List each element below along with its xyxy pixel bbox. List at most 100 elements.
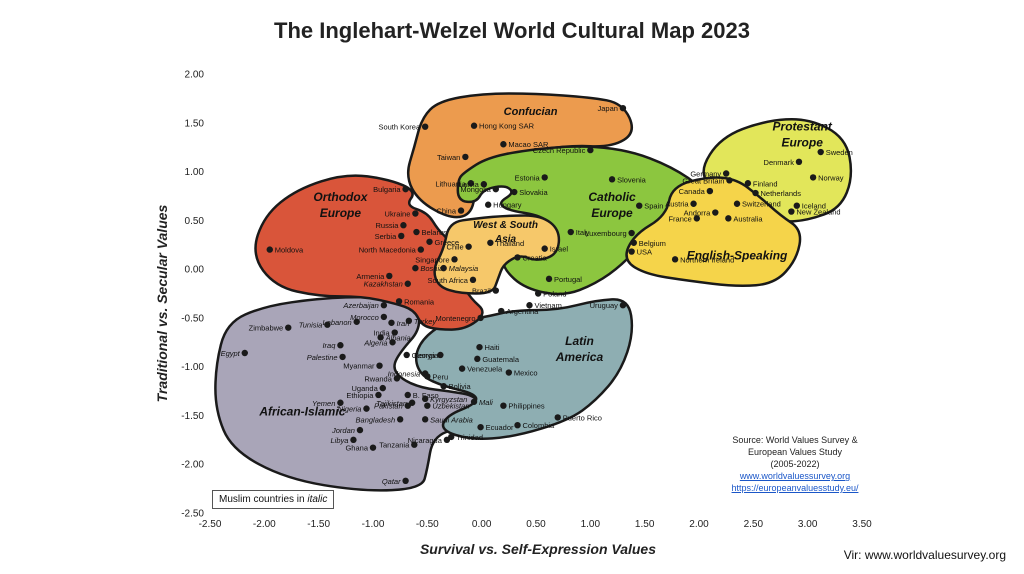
x-tick-label: 2.50 [744, 519, 764, 530]
zone-label-confucian: Confucian [504, 106, 558, 118]
data-point-usa [628, 248, 635, 255]
data-point-poland [534, 290, 542, 297]
point-label: Ecuador [486, 423, 514, 432]
zone-label-protestant: Europe [782, 136, 824, 150]
point-label: Uzbekistan [432, 402, 469, 411]
point-label: Thailand [495, 239, 524, 248]
note-prefix: Muslim countries in [219, 494, 308, 505]
data-point-belgium [630, 239, 637, 246]
data-point-turkey [405, 317, 413, 325]
data-point-india [391, 329, 398, 336]
x-tick-label: 1.50 [635, 519, 655, 530]
point-label: Estonia [515, 173, 541, 182]
data-point-spain [636, 202, 643, 209]
data-point-great-britain [726, 177, 733, 184]
point-label: India [373, 329, 390, 338]
data-point-new-zealand [788, 208, 795, 215]
point-label: Great Britain [682, 176, 724, 185]
point-label: Pakistan [374, 402, 403, 411]
point-label: Belarus [421, 228, 447, 237]
data-point-denmark [795, 158, 803, 165]
point-label: Libya [331, 436, 349, 445]
point-label: Finland [753, 179, 778, 188]
point-label: Ukraine [385, 210, 411, 219]
x-tick-label: -0.50 [416, 519, 439, 530]
point-label: Turkey [414, 317, 438, 326]
data-point-south-korea [421, 123, 429, 130]
data-point-qatar [402, 477, 409, 485]
data-point-austria [690, 200, 697, 207]
zone-label-orthodox: Orthodox [313, 190, 368, 204]
data-point-norway [809, 174, 817, 181]
y-tick-label: 1.00 [185, 167, 205, 178]
data-point-iran [388, 319, 395, 326]
data-point-saudi-arabia [421, 416, 429, 423]
point-label: Kenya [414, 351, 436, 360]
x-axis-title: Survival vs. Self-Expression Values [420, 541, 656, 557]
point-label: Jordan [331, 426, 355, 435]
data-point-puerto-rico [554, 414, 561, 421]
point-label: France [668, 214, 691, 223]
point-label: Sweden [826, 148, 853, 157]
data-point-croatia [514, 254, 521, 261]
point-label: Ethiopia [346, 391, 374, 400]
point-label: Mongolia [460, 185, 491, 194]
point-label: Zimbabwe [249, 324, 284, 333]
data-point-uganda [379, 384, 386, 392]
point-label: Bangladesh [356, 415, 396, 424]
point-label: North Macedonia [359, 246, 417, 255]
data-point-colombia [514, 422, 521, 429]
source-link-evs[interactable]: https://europeanvaluesstudy.eu/ [731, 483, 859, 493]
point-label: Lebanon [322, 318, 351, 327]
point-label: South Korea [378, 123, 421, 132]
data-point-ghana [369, 444, 377, 451]
data-point-taiwan [462, 153, 469, 161]
data-point-nigeria [363, 405, 370, 412]
data-point-north-macedonia [417, 246, 425, 253]
y-tick-label: 2.00 [185, 70, 205, 81]
point-label: Malaysia [449, 264, 479, 273]
data-point-switzerland [733, 200, 741, 207]
x-tick-label: -2.00 [253, 519, 276, 530]
data-point-argentina [498, 307, 505, 315]
point-label: Moldova [275, 246, 304, 255]
point-label: Kazakhstan [364, 280, 403, 289]
zone-latin-america [414, 298, 634, 440]
y-tick-label: -1.50 [181, 411, 204, 422]
point-label: Puerto Rico [563, 413, 602, 422]
zone-label-english: English-Speaking [687, 248, 788, 262]
data-point-iceland [793, 202, 800, 209]
data-point-philippines [500, 402, 507, 409]
point-label: Palestine [307, 353, 338, 362]
note-italic: italic [307, 494, 328, 505]
point-label: Belgium [639, 239, 666, 248]
point-label: South Africa [428, 276, 469, 285]
x-tick-label: 3.00 [798, 519, 818, 530]
point-label: Uganda [351, 384, 378, 393]
zone-label-african-islamic: African-Islamic [258, 404, 345, 418]
point-label: Philippines [508, 402, 545, 411]
points-layer: Japan Hong Kong SAR South Korea Macao SAR Ta… [221, 104, 853, 486]
data-point-egypt [241, 349, 248, 357]
data-point-japan [619, 104, 627, 112]
data-point-lebanon [353, 318, 360, 325]
point-label: Iceland [802, 202, 826, 211]
data-point-b-faso [404, 391, 411, 399]
y-tick-label: -0.50 [181, 313, 204, 324]
point-label: Indonesia [388, 369, 421, 378]
data-point-venezuela [458, 365, 466, 372]
point-label: Andorra [684, 209, 712, 218]
point-label: Slovenia [617, 175, 647, 184]
x-tick-label: -1.00 [362, 519, 385, 530]
data-point-myanmar [376, 362, 383, 369]
data-point-northern-ireland [671, 256, 679, 263]
y-tick-label: 0.50 [185, 216, 205, 227]
data-point-iraq [337, 342, 344, 349]
data-point-libya [350, 436, 357, 444]
point-label: Serbia [375, 232, 398, 241]
source-link-wvs[interactable]: www.worldvaluessurvey.org [739, 471, 851, 481]
point-label: Georgia [412, 351, 440, 360]
point-label: Slovakia [519, 188, 548, 197]
point-label: Switzerland [742, 200, 781, 209]
data-point-latvia [480, 181, 488, 188]
